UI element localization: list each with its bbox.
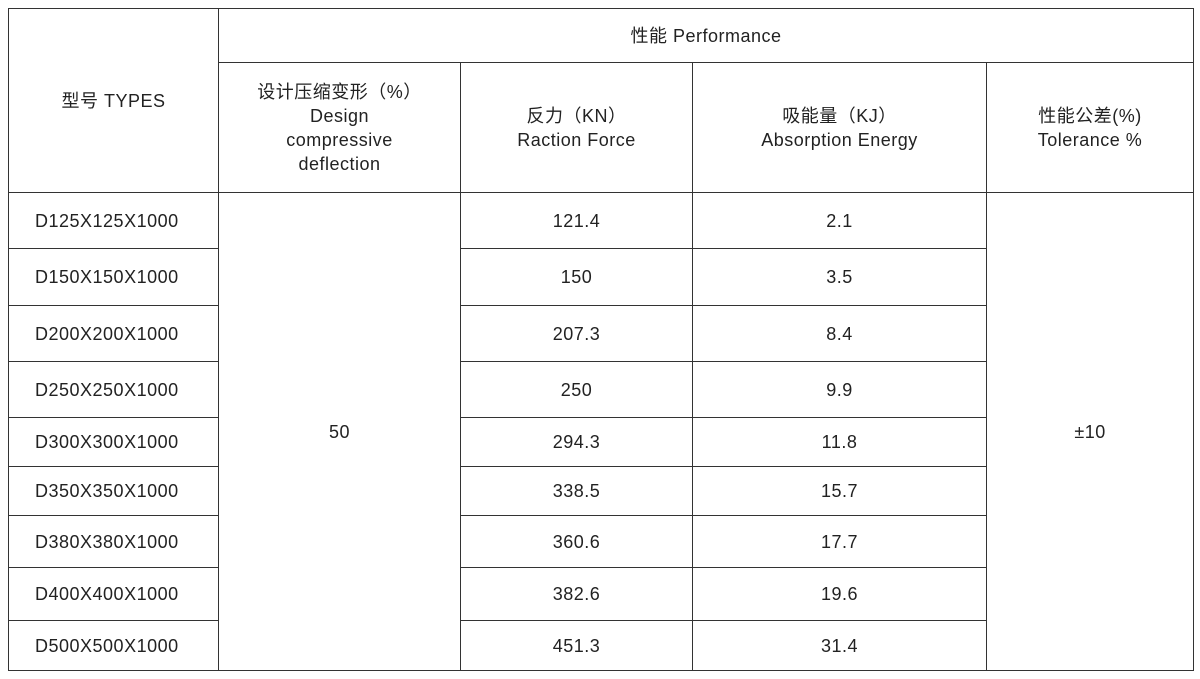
energy-cell: 19.6: [692, 567, 987, 621]
column-header-zh: 性能公差(%): [1038, 105, 1142, 126]
header-row: 设计压缩变形（%） Design compressive deflection 反力…: [9, 62, 1195, 193]
type-cell: D125X125X1000: [8, 192, 219, 249]
energy-cell: 17.7: [692, 515, 987, 568]
energy-cell: 15.7: [692, 466, 987, 516]
table-row: D380X380X1000 360.6 17.7: [8, 515, 1194, 568]
energy-cell: 11.8: [692, 417, 987, 467]
column-header: 吸能量（KJ） Absorption Energy: [692, 62, 987, 193]
energy-cell: 8.4: [692, 305, 987, 362]
performance-header: 性能 Performance: [217, 8, 1195, 63]
column-header: 设计压缩变形（%） Design compressive deflection: [218, 62, 461, 193]
force-cell: 451.3: [460, 620, 693, 671]
type-cell: D380X380X1000: [8, 515, 219, 568]
table-body: D125X125X1000 50 121.4 2.1 ±10 D150X150X1000 1…: [8, 192, 1195, 671]
table-row: D200X200X1000 207.3 8.4: [8, 305, 1194, 362]
force-cell: 121.4: [460, 192, 693, 249]
type-cell: D350X350X1000: [8, 466, 219, 516]
energy-cell: 9.9: [692, 361, 987, 418]
energy-cell: 2.1: [692, 192, 987, 249]
type-cell: D150X150X1000: [8, 248, 219, 306]
tolerance-cell: ±10: [985, 192, 1195, 671]
type-cell: D200X200X1000: [8, 305, 219, 362]
energy-cell: 3.5: [692, 248, 987, 306]
force-cell: 294.3: [460, 417, 693, 467]
force-cell: 382.6: [460, 567, 693, 621]
type-cell: D500X500X1000: [8, 620, 219, 671]
table-row: D500X500X1000 451.3 31.4: [8, 620, 1194, 671]
types-header: 型号 TYPES: [8, 8, 219, 193]
force-cell: 360.6: [460, 515, 693, 568]
table-row: D125X125X1000 50 121.4 2.1 ±10: [8, 192, 1195, 671]
column-header-zh: 反力（KN）: [526, 105, 627, 126]
column-header-en: Raction Force: [517, 129, 636, 150]
spec-table: 型号 TYPES 性能 Performance 设计压缩变形（%） Design …: [8, 8, 1195, 671]
deflection-cell: 50: [218, 192, 461, 671]
force-cell: 150: [460, 248, 693, 306]
type-cell: D250X250X1000: [8, 361, 219, 418]
force-cell: 207.3: [460, 305, 693, 362]
table-row: D250X250X1000 250 9.9: [8, 361, 1194, 418]
column-header-zh: 设计压缩变形（%）: [257, 81, 422, 102]
type-cell: D400X400X1000: [8, 567, 219, 621]
energy-cell: 31.4: [692, 620, 987, 671]
table-row: D350X350X1000 338.5 15.7: [8, 466, 1194, 516]
table-row: D400X400X1000 382.6 19.6: [8, 567, 1194, 621]
column-header-en: Design compressive deflection: [286, 105, 393, 174]
column-header-zh: 吸能量（KJ）: [782, 105, 897, 126]
column-header-en: Tolerance %: [1037, 129, 1143, 150]
column-header-en: Absorption Energy: [761, 129, 918, 150]
header-row: 型号 TYPES 性能 Performance: [8, 8, 1195, 193]
force-cell: 250: [460, 361, 693, 418]
column-header: 反力（KN） Raction Force: [460, 62, 693, 193]
column-header: 性能公差(%) Tolerance %: [985, 62, 1195, 193]
type-cell: D300X300X1000: [8, 417, 219, 467]
force-cell: 338.5: [460, 466, 693, 516]
